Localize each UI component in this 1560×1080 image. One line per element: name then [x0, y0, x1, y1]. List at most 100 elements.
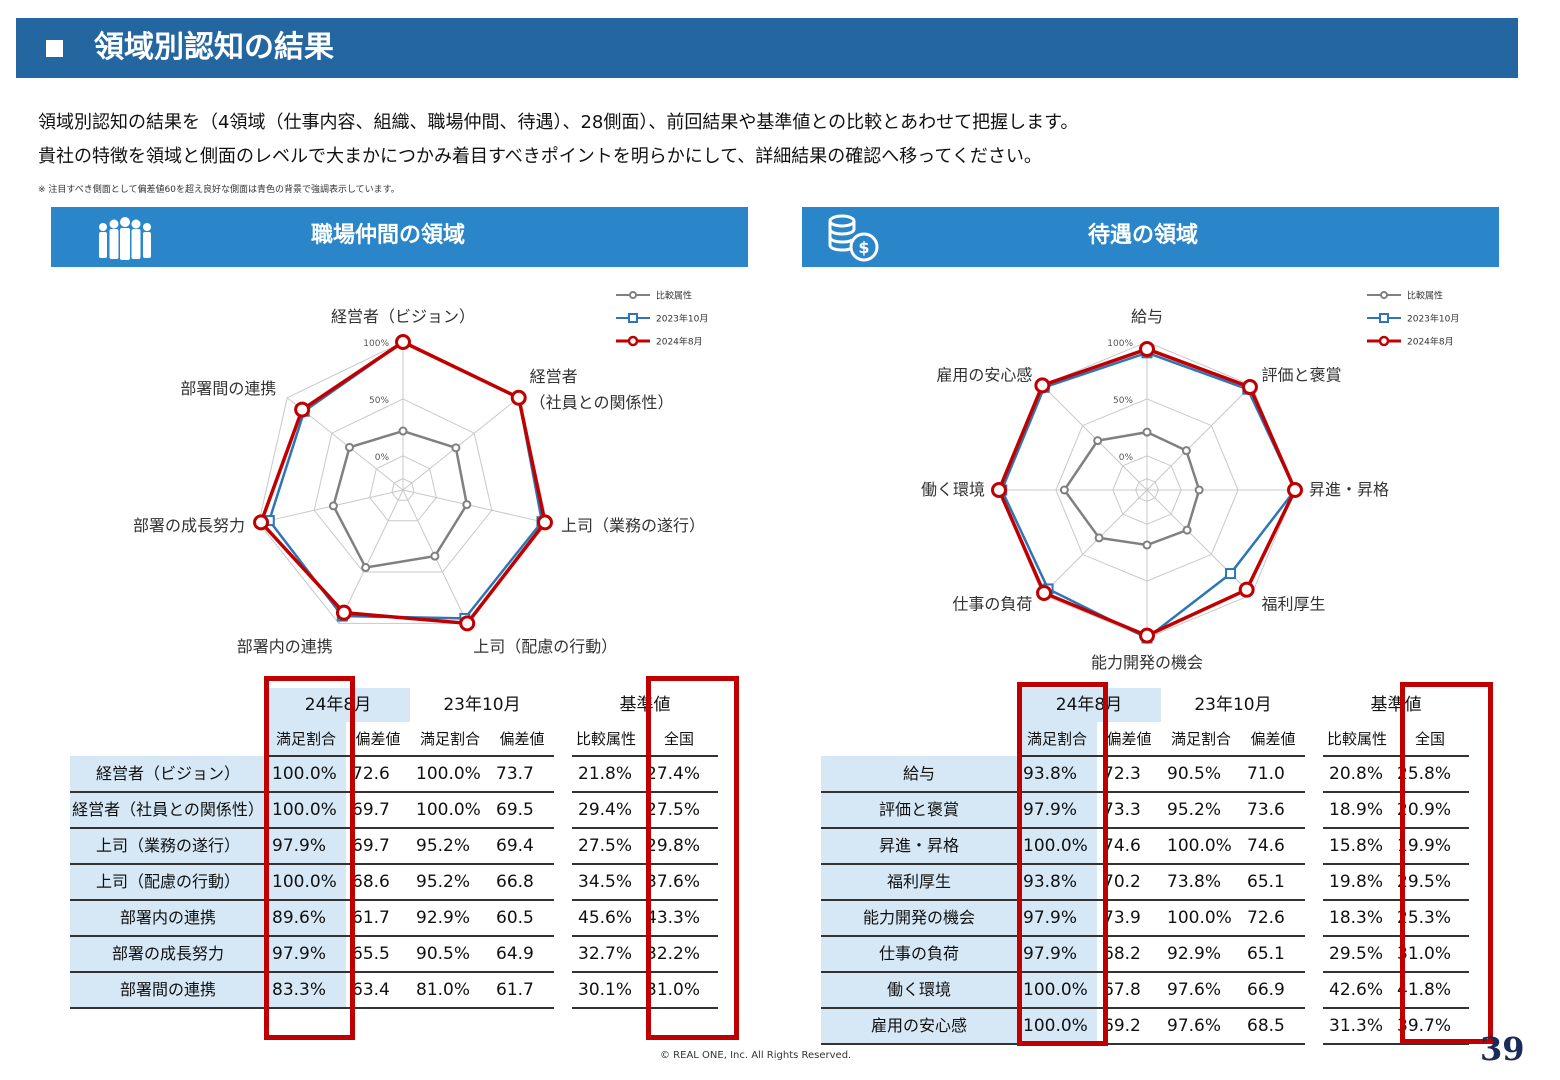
panel-title-right: 待遇の領域 [1088, 223, 1199, 248]
axis-label: 給与 [1131, 307, 1163, 326]
series-2024-marker [1241, 379, 1258, 396]
series-compare-marker [451, 443, 461, 453]
cell-deviation-2023: 73.7 [490, 756, 554, 793]
cell-satisfaction-2023: 100.0% [1161, 828, 1241, 865]
highlight-box-left-national [646, 676, 739, 1040]
tick-label: 0% [375, 453, 390, 463]
series-compare-marker [1094, 533, 1104, 543]
row-label: 昇進・昇格 [821, 828, 1017, 865]
table-row: 経営者（ビジョン） 100.0% 72.6 100.0% 73.7 21.8% 27.4% [70, 756, 718, 793]
gap-cell [1305, 828, 1323, 864]
cell-deviation-2023: 65.1 [1241, 864, 1305, 901]
cell-compare: 15.8% [1323, 828, 1391, 865]
legend-label: 比較属性 [1407, 290, 1443, 302]
series-2024-marker [294, 401, 311, 418]
table-row: 評価と褒賞 97.9% 73.3 95.2% 73.6 18.9% 20.9% [821, 792, 1469, 829]
cell-satisfaction-2023: 92.9% [1161, 936, 1241, 973]
gap-cell [554, 936, 572, 972]
cell-compare: 19.8% [1323, 864, 1391, 901]
cell-deviation-2023: 65.1 [1241, 936, 1305, 973]
header-deviation: 偏差値 [490, 722, 554, 757]
table-row: 働く環境 100.0% 67.8 97.6% 66.9 42.6% 41.8% [821, 972, 1469, 1009]
cell-satisfaction-2023: 90.5% [410, 936, 490, 973]
cell-satisfaction-2023: 95.2% [1161, 792, 1241, 829]
panel-header-right: $ 待遇の領域 [802, 207, 1499, 267]
gap-cell [1305, 864, 1323, 900]
gap-cell [554, 972, 572, 1008]
panel-header-left: 職場仲間の領域 [51, 207, 748, 267]
series-2023-marker [1225, 568, 1237, 580]
table-compensation: 24年8月 23年10月 基準値 満足割合 偏差値 満足割合 偏差値 比較属性 … [821, 688, 1469, 1045]
tick-label: 50% [369, 396, 389, 406]
series-2024-marker [510, 389, 527, 406]
legend-marker [628, 313, 638, 323]
cell-deviation-2024: 65.5 [346, 936, 410, 973]
header-group-benchmark: 基準値 [1370, 695, 1422, 715]
cell-national: 43.3% [640, 900, 718, 937]
row-label: 経営者（ビジョン） [70, 756, 266, 793]
legend-marker [629, 291, 637, 299]
series-2024-marker [1034, 377, 1051, 394]
cell-satisfaction-2023: 92.9% [410, 900, 490, 937]
cell-national: 27.5% [640, 792, 718, 829]
cell-deviation-2023: 72.6 [1241, 900, 1305, 937]
cell-compare: 21.8% [572, 756, 640, 793]
legend-label: 2023年10月 [656, 313, 708, 325]
series-compare-marker [1059, 485, 1069, 495]
axis-label: （社員との関係性） [530, 393, 674, 412]
cell-satisfaction-2023: 95.2% [410, 828, 490, 865]
page-title: 領域別認知の結果 [94, 30, 334, 65]
cell-deviation-2023: 60.5 [490, 900, 554, 937]
row-label: 上司（配慮の行動） [70, 864, 266, 901]
axis-label: 部署間の連携 [180, 379, 276, 398]
row-label: 部署の成長努力 [70, 936, 266, 973]
series-2024-marker [335, 604, 352, 621]
cell-deviation-2023: 73.6 [1241, 792, 1305, 829]
axis-label: 福利厚生 [1262, 595, 1326, 614]
cell-compare: 30.1% [572, 972, 640, 1009]
tick-label: 100% [1107, 339, 1133, 349]
table-row: 部署の成長努力 97.9% 65.5 90.5% 64.9 32.7% 32.2% [70, 936, 718, 973]
gap-cell [1305, 1008, 1323, 1044]
row-label: 働く環境 [821, 972, 1017, 1009]
cell-national: 37.6% [640, 864, 718, 901]
cell-deviation-2023: 64.9 [490, 936, 554, 973]
cell-satisfaction-2024: 83.3% [266, 972, 346, 1009]
grid-spoke [402, 397, 520, 491]
legend-label: 2024年8月 [656, 336, 703, 348]
cell-satisfaction-2024: 97.9% [1017, 792, 1097, 829]
cell-deviation-2024: 69.7 [346, 828, 410, 865]
legend-marker [627, 335, 639, 347]
cell-compare: 29.4% [572, 792, 640, 829]
cell-satisfaction-2024: 97.9% [266, 936, 346, 973]
table-row: 上司（業務の遂行） 97.9% 69.7 95.2% 69.4 27.5% 29.8% [70, 828, 718, 865]
series-compare-marker [328, 501, 338, 511]
header-satisfaction: 満足割合 [266, 722, 346, 757]
header-compare: 比較属性 [572, 722, 640, 757]
cell-compare: 29.5% [1323, 936, 1391, 973]
legend-marker [1380, 291, 1388, 299]
axis-label: 部署内の連携 [237, 637, 333, 656]
cell-deviation-2023: 74.6 [1241, 828, 1305, 865]
row-label: 部署間の連携 [70, 972, 266, 1009]
grid-spoke [338, 489, 404, 624]
grid-ring [313, 398, 493, 573]
cell-satisfaction-2023: 100.0% [410, 792, 490, 829]
axis-label: 仕事の負荷 [952, 595, 1032, 614]
cell-national: 29.8% [640, 828, 718, 865]
cell-satisfaction-2024: 100.0% [1017, 828, 1097, 865]
grid-spoke [1146, 384, 1253, 491]
axis-label: 昇進・昇格 [1309, 480, 1389, 499]
cell-satisfaction-2024: 97.9% [1017, 936, 1097, 973]
row-label: 部署内の連携 [70, 900, 266, 937]
table-row: 仕事の負荷 97.9% 68.2 92.9% 65.1 29.5% 31.0% [821, 936, 1469, 973]
gap-cell [554, 864, 572, 900]
gap-cell [1305, 900, 1323, 936]
series-compare-marker [1182, 525, 1192, 535]
cell-deviation-2024: 72.6 [346, 756, 410, 793]
series-2024-marker [459, 615, 476, 632]
table-row: 上司（配慮の行動） 100.0% 68.6 95.2% 66.8 34.5% 37.6% [70, 864, 718, 901]
copyright: © REAL ONE, Inc. All Rights Reserved. [660, 1050, 852, 1061]
series-compare-line [332, 429, 469, 569]
header-group-2023: 23年10月 [443, 695, 521, 715]
